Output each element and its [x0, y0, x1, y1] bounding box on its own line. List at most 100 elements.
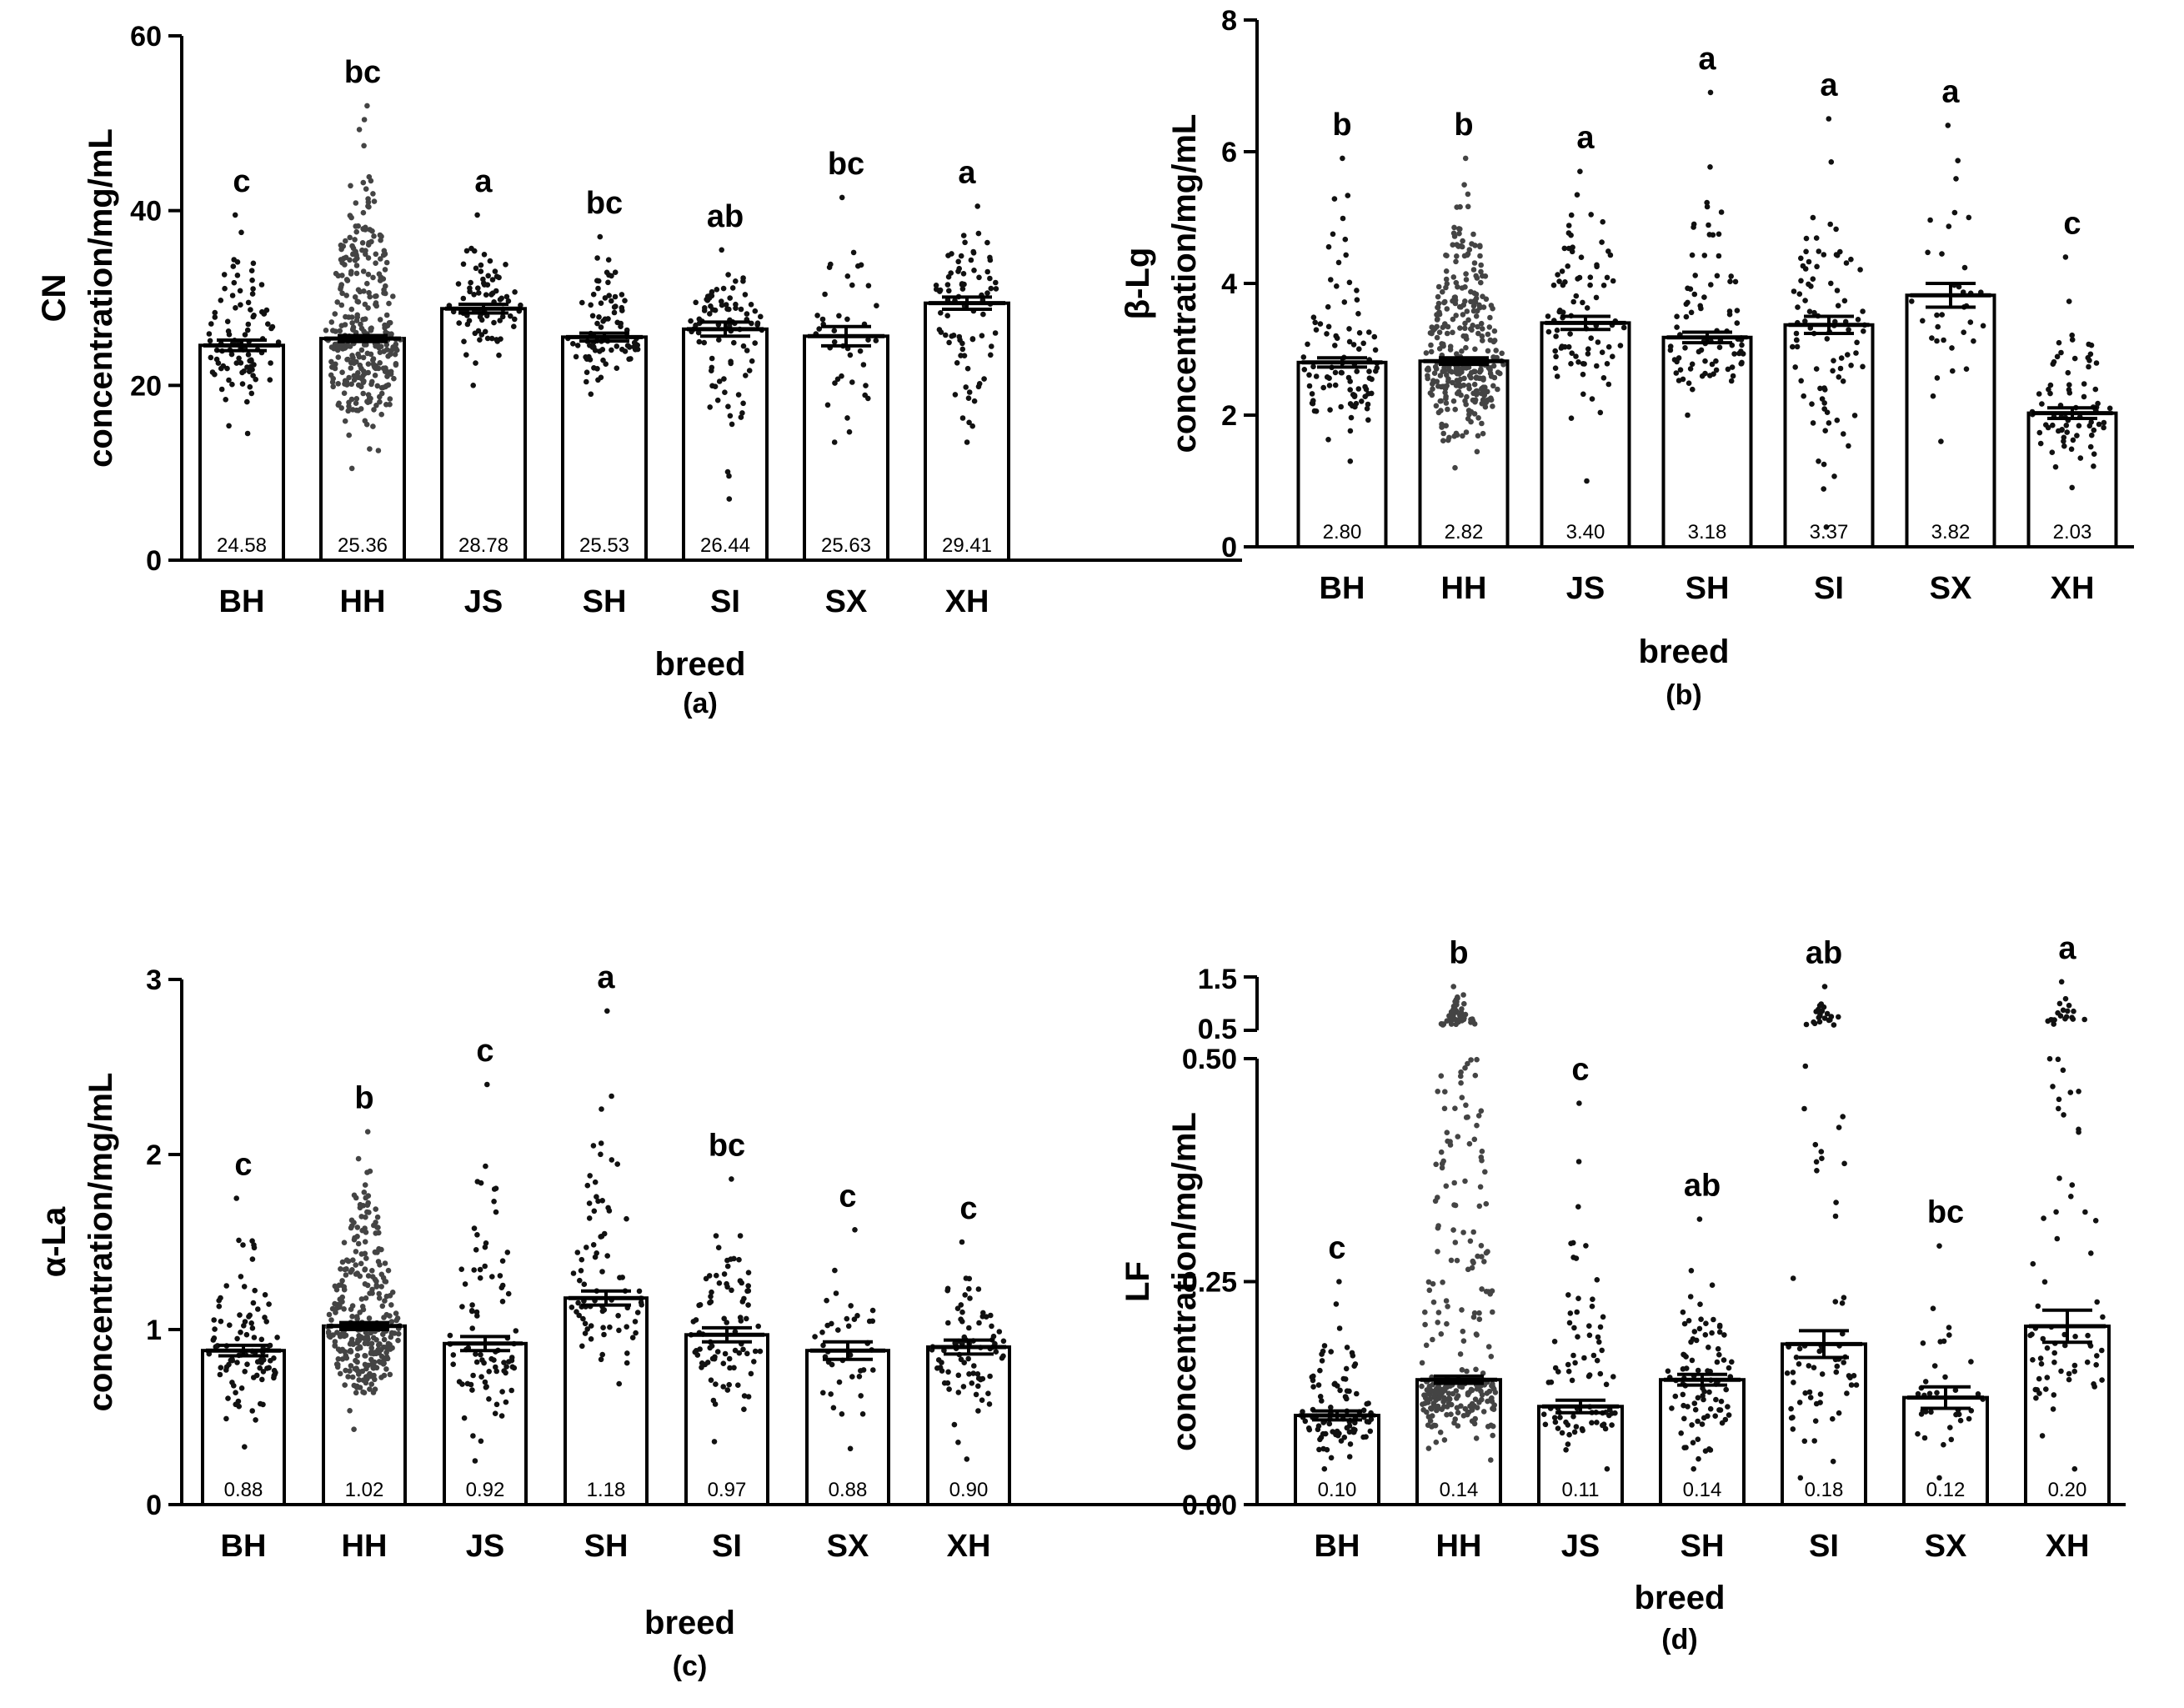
data-point: [1441, 1404, 1447, 1410]
data-point: [979, 333, 985, 339]
data-point: [349, 243, 355, 249]
data-point: [334, 1364, 341, 1370]
data-point: [1465, 203, 1471, 210]
data-point: [363, 1335, 369, 1341]
data-point: [2041, 1279, 2048, 1285]
data-point: [503, 293, 510, 300]
data-point: [1928, 1409, 1934, 1415]
data-point: [253, 1372, 260, 1379]
data-point: [1821, 385, 1827, 391]
data-point: [355, 223, 362, 229]
data-point: [233, 1195, 240, 1201]
data-point: [732, 1347, 739, 1354]
data-point: [1841, 431, 1846, 437]
data-point: [1310, 363, 1316, 370]
data-point: [589, 313, 596, 319]
data-point: [958, 253, 964, 259]
data-point: [1788, 1415, 1795, 1421]
data-point: [1580, 371, 1586, 378]
data-point: [361, 1190, 368, 1195]
data-point: [389, 1345, 395, 1351]
data-point: [2067, 1089, 2074, 1095]
data-point: [758, 313, 764, 320]
data-point: [1816, 458, 1821, 464]
data-point: [1445, 1304, 1450, 1310]
data-point: [619, 304, 625, 311]
data-point: [1462, 155, 1469, 162]
data-point: [493, 1364, 498, 1370]
data-point: [740, 400, 746, 407]
data-point: [1687, 366, 1694, 372]
data-point: [1458, 1069, 1464, 1075]
data-point: [964, 439, 970, 445]
data-point: [1680, 376, 1686, 383]
x-tick-label: HH: [342, 1529, 388, 1564]
significance-letter: c: [2063, 206, 2081, 241]
data-point: [341, 1306, 347, 1312]
data-point: [735, 1382, 741, 1388]
data-point: [1475, 1113, 1482, 1119]
data-point: [250, 286, 256, 292]
significance-letter: bc: [828, 147, 864, 182]
data-point: [1355, 311, 1361, 317]
data-point: [1575, 1295, 1581, 1301]
bar-value-label: 0.88: [829, 1479, 868, 1501]
data-point: [342, 1266, 348, 1273]
data-point: [1453, 365, 1460, 372]
data-point: [505, 1290, 512, 1297]
data-point: [234, 259, 241, 265]
data-point: [474, 1179, 481, 1185]
data-point: [343, 293, 350, 298]
data-point: [1472, 1415, 1478, 1422]
data-point: [969, 336, 976, 343]
data-point: [1588, 212, 1594, 218]
data-point: [2091, 427, 2097, 433]
data-point: [1674, 324, 1680, 330]
data-point: [1841, 1160, 1847, 1167]
data-point: [1702, 358, 1708, 364]
data-point: [591, 1208, 598, 1215]
data-point: [1803, 1021, 1810, 1028]
data-point: [469, 1308, 475, 1315]
data-point: [348, 1363, 354, 1369]
data-point: [966, 1325, 972, 1331]
data-point: [1472, 368, 1478, 375]
data-point: [1680, 1391, 1686, 1398]
data-point: [387, 1293, 393, 1299]
data-point: [622, 348, 629, 354]
data-point: [2087, 443, 2094, 450]
data-point: [362, 1353, 368, 1359]
data-point: [381, 1336, 388, 1343]
bar-value-label: 0.14: [1683, 1479, 1722, 1501]
data-point: [1961, 329, 1966, 336]
data-point: [1000, 1353, 1006, 1360]
data-point: [1798, 278, 1804, 284]
data-point: [2099, 1347, 2105, 1354]
data-point: [1824, 409, 1831, 416]
data-point: [2066, 1376, 2072, 1383]
data-point: [959, 346, 966, 353]
data-point: [609, 1093, 614, 1099]
data-point: [2086, 363, 2091, 370]
data-point: [329, 1305, 336, 1312]
data-point: [1457, 1351, 1464, 1357]
data-point: [1681, 1415, 1687, 1422]
data-point: [846, 428, 853, 435]
data-point: [1553, 333, 1559, 339]
data-point: [1798, 255, 1804, 262]
data-point: [450, 1361, 456, 1367]
data-point: [941, 1380, 948, 1386]
data-point: [1793, 1355, 1800, 1360]
bar-value-label: 24.58: [217, 534, 267, 557]
data-point: [955, 1372, 962, 1379]
data-point: [478, 1351, 483, 1358]
data-point: [632, 340, 639, 347]
scatter-points: [206, 1195, 280, 1450]
data-point: [1330, 1429, 1335, 1435]
data-point: [847, 1445, 854, 1452]
data-point: [1445, 378, 1451, 384]
data-point: [989, 1323, 994, 1330]
data-point: [1455, 390, 1460, 397]
data-point: [993, 1349, 999, 1355]
